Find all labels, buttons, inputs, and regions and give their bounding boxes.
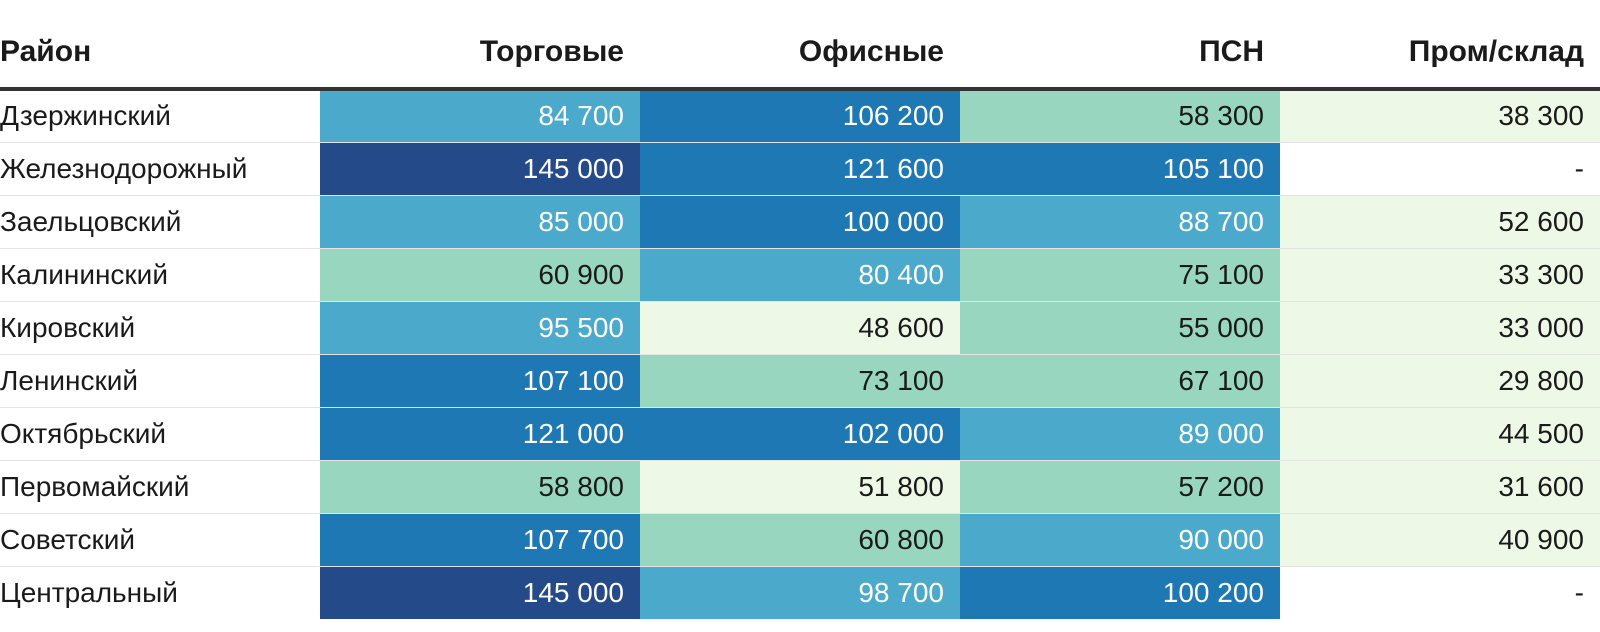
header-row: Район Торговые Офисные ПСН Пром/склад: [0, 0, 1600, 91]
value-cell: 85 000: [320, 194, 640, 248]
value-cell: 48 600: [640, 300, 960, 354]
table-row: Калининский 60 900 80 400 75 100 33 300: [0, 247, 1600, 301]
value-cell: 90 000: [960, 512, 1280, 566]
district-name-cell: Дзержинский: [0, 100, 171, 132]
value-cell: 60 800: [640, 512, 960, 566]
value-cell: 40 900: [1280, 512, 1600, 566]
column-header-psn: ПСН: [960, 0, 1280, 91]
value-cell: 95 500: [320, 300, 640, 354]
column-header-district: Район: [0, 0, 320, 91]
value-cell: 106 200: [640, 89, 960, 142]
value-cell: 100 200: [960, 565, 1280, 619]
value-cell: 73 100: [640, 353, 960, 407]
value-cell: 100 000: [640, 194, 960, 248]
value-cell: 107 700: [320, 512, 640, 566]
table-row: Ленинский 107 100 73 100 67 100 29 800: [0, 353, 1600, 407]
table-row: Дзержинский 84 700 106 200 58 300 38 300: [0, 89, 1600, 142]
value-cell: 60 900: [320, 247, 640, 301]
value-cell: 55 000: [960, 300, 1280, 354]
value-cell: 67 100: [960, 353, 1280, 407]
district-name-cell: Центральный: [0, 565, 320, 619]
column-header-retail: Торговые: [320, 0, 640, 91]
value-cell: 105 100: [960, 141, 1280, 195]
value-cell: 121 000: [320, 406, 640, 460]
value-cell: 107 100: [320, 353, 640, 407]
value-cell: 80 400: [640, 247, 960, 301]
district-name-cell: Первомайский: [0, 459, 320, 513]
value-cell: 33 300: [1280, 247, 1600, 301]
value-cell: 38 300: [1280, 89, 1600, 142]
table-row: Советский 107 700 60 800 90 000 40 900: [0, 512, 1600, 566]
value-cell: 88 700: [960, 194, 1280, 248]
heatmap-table: Район Торговые Офисные ПСН Пром/склад Дз…: [0, 0, 1600, 619]
table-row: Первомайский 58 800 51 800 57 200 31 600: [0, 459, 1600, 513]
district-name-cell: Калининский: [0, 247, 320, 301]
table-body: Дзержинский 84 700 106 200 58 300 38 300 Желе…: [0, 89, 1600, 619]
value-cell: -: [1280, 141, 1600, 195]
value-cell: 29 800: [1280, 353, 1600, 407]
table-row: Октябрьский 121 000 102 000 89 000 44 500: [0, 406, 1600, 460]
value-cell: 84 700: [320, 89, 640, 142]
value-cell: 121 600: [640, 141, 960, 195]
value-cell: 145 000: [320, 141, 640, 195]
value-cell: 75 100: [960, 247, 1280, 301]
table-row: Железнодорожный 145 000 121 600 105 100-: [0, 141, 1600, 195]
table-row: Заельцовский 85 000 100 000 88 700 52 600: [0, 194, 1600, 248]
district-name-cell: Октябрьский: [0, 406, 320, 460]
district-name-cell: Советский: [0, 512, 320, 566]
value-cell: 58 300: [960, 89, 1280, 142]
value-cell: 44 500: [1280, 406, 1600, 460]
district-name-cell: Ленинский: [0, 353, 320, 407]
column-header-office: Офисные: [640, 0, 960, 91]
value-cell: 31 600: [1280, 459, 1600, 513]
value-cell: 98 700: [640, 565, 960, 619]
value-cell: 57 200: [960, 459, 1280, 513]
table-row: Центральный 145 000 98 700 100 200-: [0, 565, 1600, 619]
district-name-cell: Железнодорожный: [0, 141, 320, 195]
district-name-cell: Заельцовский: [0, 194, 320, 248]
column-header-industrial: Пром/склад: [1280, 0, 1600, 91]
value-cell: 145 000: [320, 565, 640, 619]
value-cell: 58 800: [320, 459, 640, 513]
value-cell: 51 800: [640, 459, 960, 513]
value-cell: 102 000: [640, 406, 960, 460]
value-cell: 33 000: [1280, 300, 1600, 354]
table-row: Кировский 95 500 48 600 55 000 33 000: [0, 300, 1600, 354]
value-cell: -: [1280, 565, 1600, 619]
value-cell: 89 000: [960, 406, 1280, 460]
district-name-cell: Кировский: [0, 300, 320, 354]
value-cell: 52 600: [1280, 194, 1600, 248]
